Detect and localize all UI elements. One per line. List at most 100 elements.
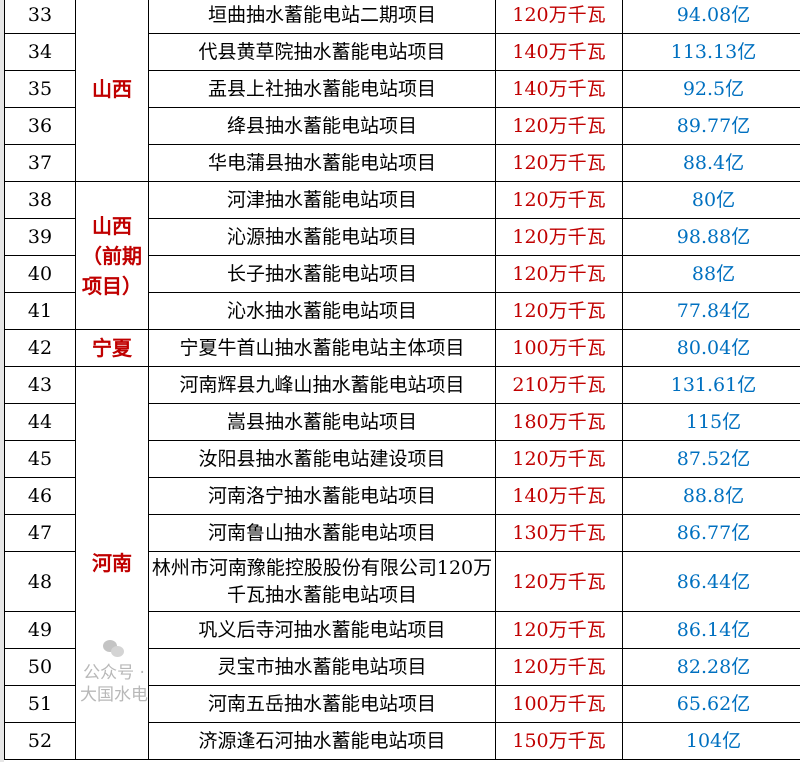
project-name: 沁水抽水蓄能电站项目 [148,292,496,330]
project-name: 盂县上社抽水蓄能电站项目 [148,70,496,108]
row-number: 42 [4,329,76,367]
left-edge-strip [0,0,4,762]
row-number: 48 [4,551,76,612]
project-name: 河南鲁山抽水蓄能电站项目 [148,514,496,552]
row-number: 38 [4,181,76,219]
investment: 88.8亿 [622,477,800,515]
investment: 88.4亿 [622,144,800,182]
table-row: 40 长子抽水蓄能电站项目 120万千瓦 88亿 [4,255,800,293]
investment: 77.84亿 [622,292,800,330]
investment: 87.52亿 [622,440,800,478]
investment: 80.04亿 [622,329,800,367]
table-row: 46 河南洛宁抽水蓄能电站项目 140万千瓦 88.8亿 [4,477,800,515]
capacity: 120万千瓦 [495,551,623,612]
capacity: 120万千瓦 [495,0,623,34]
row-number: 51 [4,685,76,723]
row-number: 37 [4,144,76,182]
investment: 65.62亿 [622,685,800,723]
capacity: 120万千瓦 [495,648,623,686]
row-number: 44 [4,403,76,441]
capacity: 150万千瓦 [495,722,623,760]
table-row: 50 灵宝市抽水蓄能电站项目 120万千瓦 82.28亿 [4,648,800,686]
project-name: 宁夏牛首山抽水蓄能电站主体项目 [148,329,496,367]
row-number: 35 [4,70,76,108]
capacity: 120万千瓦 [495,218,623,256]
capacity: 100万千瓦 [495,329,623,367]
row-number: 36 [4,107,76,145]
project-name: 河南辉县九峰山抽水蓄能电站项目 [148,366,496,404]
capacity: 120万千瓦 [495,255,623,293]
row-number: 52 [4,722,76,760]
capacity: 120万千瓦 [495,611,623,649]
project-name: 灵宝市抽水蓄能电站项目 [148,648,496,686]
region-cell: 宁夏 [75,329,149,367]
table-row: 39 沁源抽水蓄能电站项目 120万千瓦 98.88亿 [4,218,800,256]
table-row: 36 绛县抽水蓄能电站项目 120万千瓦 89.77亿 [4,107,800,145]
investment: 86.77亿 [622,514,800,552]
region-cell: 山西（前期项目） [75,181,149,330]
table-row: 41 沁水抽水蓄能电站项目 120万千瓦 77.84亿 [4,292,800,330]
project-name: 林州市河南豫能控股股份有限公司120万千瓦抽水蓄能电站项目 [148,551,496,612]
capacity: 120万千瓦 [495,181,623,219]
capacity: 120万千瓦 [495,292,623,330]
project-name: 代县黄草院抽水蓄能电站项目 [148,33,496,71]
project-name: 河南洛宁抽水蓄能电站项目 [148,477,496,515]
table-row: 49 巩义后寺河抽水蓄能电站项目 120万千瓦 86.14亿 [4,611,800,649]
table-row: 34 代县黄草院抽水蓄能电站项目 140万千瓦 113.13亿 [4,33,800,71]
investment: 86.44亿 [622,551,800,612]
project-name: 垣曲抽水蓄能电站二期项目 [148,0,496,34]
table-row: 48 林州市河南豫能控股股份有限公司120万千瓦抽水蓄能电站项目 120万千瓦 86.… [4,551,800,612]
capacity: 140万千瓦 [495,33,623,71]
row-number: 49 [4,611,76,649]
investment: 80亿 [622,181,800,219]
watermark: 公众号 · 大国水电 [79,640,149,706]
investment: 98.88亿 [622,218,800,256]
project-name: 华电蒲县抽水蓄能电站项目 [148,144,496,182]
investment: 92.5亿 [622,70,800,108]
row-number: 41 [4,292,76,330]
table-row: 38 山西（前期项目） 河津抽水蓄能电站项目 120万千瓦 80亿 [4,181,800,330]
capacity: 120万千瓦 [495,144,623,182]
row-number: 43 [4,366,76,404]
table-row: 44 嵩县抽水蓄能电站项目 180万千瓦 115亿 [4,403,800,441]
investment: 89.77亿 [622,107,800,145]
table-row: 43 河南 河南辉县九峰山抽水蓄能电站项目 210万千瓦 131.61亿 [4,366,800,760]
project-name: 汝阳县抽水蓄能电站建设项目 [148,440,496,478]
capacity: 210万千瓦 [495,366,623,404]
project-name: 沁源抽水蓄能电站项目 [148,218,496,256]
capacity: 180万千瓦 [495,403,623,441]
investment: 131.61亿 [622,366,800,404]
table-row: 33 山西 垣曲抽水蓄能电站二期项目 120万千瓦 94.08亿 [4,0,800,182]
capacity: 120万千瓦 [495,440,623,478]
table-row: 51 河南五岳抽水蓄能电站项目 100万千瓦 65.62亿 [4,685,800,723]
row-number: 39 [4,218,76,256]
investment: 113.13亿 [622,33,800,71]
row-number: 34 [4,33,76,71]
project-name: 嵩县抽水蓄能电站项目 [148,403,496,441]
row-number: 45 [4,440,76,478]
project-name: 济源逢石河抽水蓄能电站项目 [148,722,496,760]
project-name: 长子抽水蓄能电站项目 [148,255,496,293]
investment: 115亿 [622,403,800,441]
project-table: 33 山西 垣曲抽水蓄能电站二期项目 120万千瓦 94.08亿 34 代县黄草院抽水蓄能电… [4,0,800,760]
table-row: 47 河南鲁山抽水蓄能电站项目 130万千瓦 86.77亿 [4,514,800,552]
capacity: 130万千瓦 [495,514,623,552]
table-row: 45 汝阳县抽水蓄能电站建设项目 120万千瓦 87.52亿 [4,440,800,478]
project-name: 绛县抽水蓄能电站项目 [148,107,496,145]
project-name: 巩义后寺河抽水蓄能电站项目 [148,611,496,649]
region-cell: 山西 [75,0,149,182]
table-row: 52 济源逢石河抽水蓄能电站项目 150万千瓦 104亿 [4,722,800,760]
table-row: 42 宁夏 宁夏牛首山抽水蓄能电站主体项目 100万千瓦 80.04亿 [4,329,800,367]
investment: 82.28亿 [622,648,800,686]
investment: 88亿 [622,255,800,293]
row-number: 33 [4,0,76,34]
capacity: 140万千瓦 [495,477,623,515]
capacity: 140万千瓦 [495,70,623,108]
project-name: 河津抽水蓄能电站项目 [148,181,496,219]
capacity: 120万千瓦 [495,107,623,145]
watermark-text: 公众号 · 大国水电 [80,663,148,705]
row-number: 50 [4,648,76,686]
capacity: 100万千瓦 [495,685,623,723]
row-number: 47 [4,514,76,552]
investment: 104亿 [622,722,800,760]
